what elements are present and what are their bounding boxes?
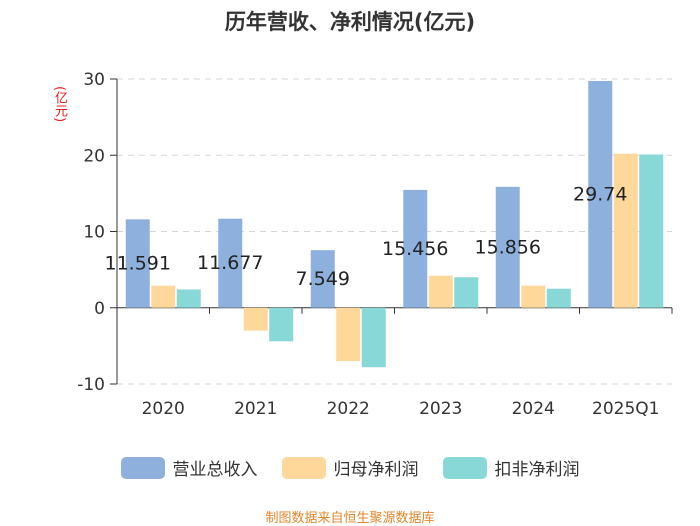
bar-deducted-profit bbox=[639, 154, 664, 308]
data-label: 29.74 bbox=[573, 183, 627, 205]
legend-item-net-profit[interactable]: 归母净利润 bbox=[281, 455, 419, 480]
legend-label-deducted-profit: 扣非净利润 bbox=[494, 460, 580, 480]
data-label: 7.549 bbox=[296, 268, 350, 290]
bar-revenue bbox=[218, 218, 243, 308]
x-tick-label: 2020 bbox=[142, 399, 185, 419]
bar-revenue bbox=[310, 250, 335, 308]
data-label: 15.456 bbox=[382, 238, 448, 260]
legend-label-net-profit: 归母净利润 bbox=[333, 460, 419, 480]
bar-deducted-profit bbox=[454, 277, 479, 308]
y-tick-label: -10 bbox=[77, 375, 105, 395]
y-tick-label: 30 bbox=[83, 70, 105, 90]
data-label: 15.856 bbox=[475, 236, 541, 258]
chart-title: 历年营收、净利情况(亿元) bbox=[224, 10, 476, 34]
x-tick-label: 2025Q1 bbox=[592, 399, 659, 419]
x-tick-label: 2021 bbox=[234, 399, 277, 419]
bar-revenue bbox=[403, 189, 428, 308]
bar-deducted-profit bbox=[546, 288, 571, 308]
x-tick-label: 2024 bbox=[512, 399, 555, 419]
data-label: 11.591 bbox=[105, 253, 171, 275]
legend-label-revenue: 营业总收入 bbox=[172, 460, 258, 480]
bar-net-profit bbox=[151, 285, 176, 308]
bar-revenue bbox=[125, 219, 150, 308]
data-source: 制图数据来自恒生聚源数据库 bbox=[265, 511, 435, 526]
bar-revenue bbox=[588, 80, 613, 308]
legend: 营业总收入 归母净利润 扣非净利润 bbox=[0, 455, 700, 480]
y-tick-label: 20 bbox=[83, 146, 105, 166]
y-tick-label: 0 bbox=[94, 299, 105, 319]
y-axis-label: (亿元) bbox=[52, 86, 67, 123]
bar-deducted-profit bbox=[361, 307, 386, 368]
bar-chart: -10 0 10 20 30 2020 2021 2022 2023 2024 2025Q1 11.5… bbox=[77, 70, 673, 419]
bar-deducted-profit bbox=[176, 289, 201, 308]
legend-swatch-net-profit bbox=[281, 456, 326, 479]
bar-revenue bbox=[495, 186, 520, 308]
bar-net-profit bbox=[428, 275, 453, 308]
bar-net-profit bbox=[243, 307, 268, 331]
bar-net-profit bbox=[613, 153, 638, 308]
bar-net-profit bbox=[521, 285, 546, 308]
x-tick-label: 2023 bbox=[419, 399, 462, 419]
legend-item-deducted-profit[interactable]: 扣非净利润 bbox=[442, 455, 580, 480]
legend-item-revenue[interactable]: 营业总收入 bbox=[120, 455, 258, 480]
bar-net-profit bbox=[336, 307, 361, 362]
legend-swatch-revenue bbox=[120, 456, 165, 479]
data-label: 11.677 bbox=[197, 252, 263, 274]
x-tick-label: 2022 bbox=[327, 399, 370, 419]
legend-swatch-deducted-profit bbox=[442, 456, 487, 479]
y-tick-label: 10 bbox=[83, 223, 105, 243]
bar-deducted-profit bbox=[269, 307, 294, 342]
